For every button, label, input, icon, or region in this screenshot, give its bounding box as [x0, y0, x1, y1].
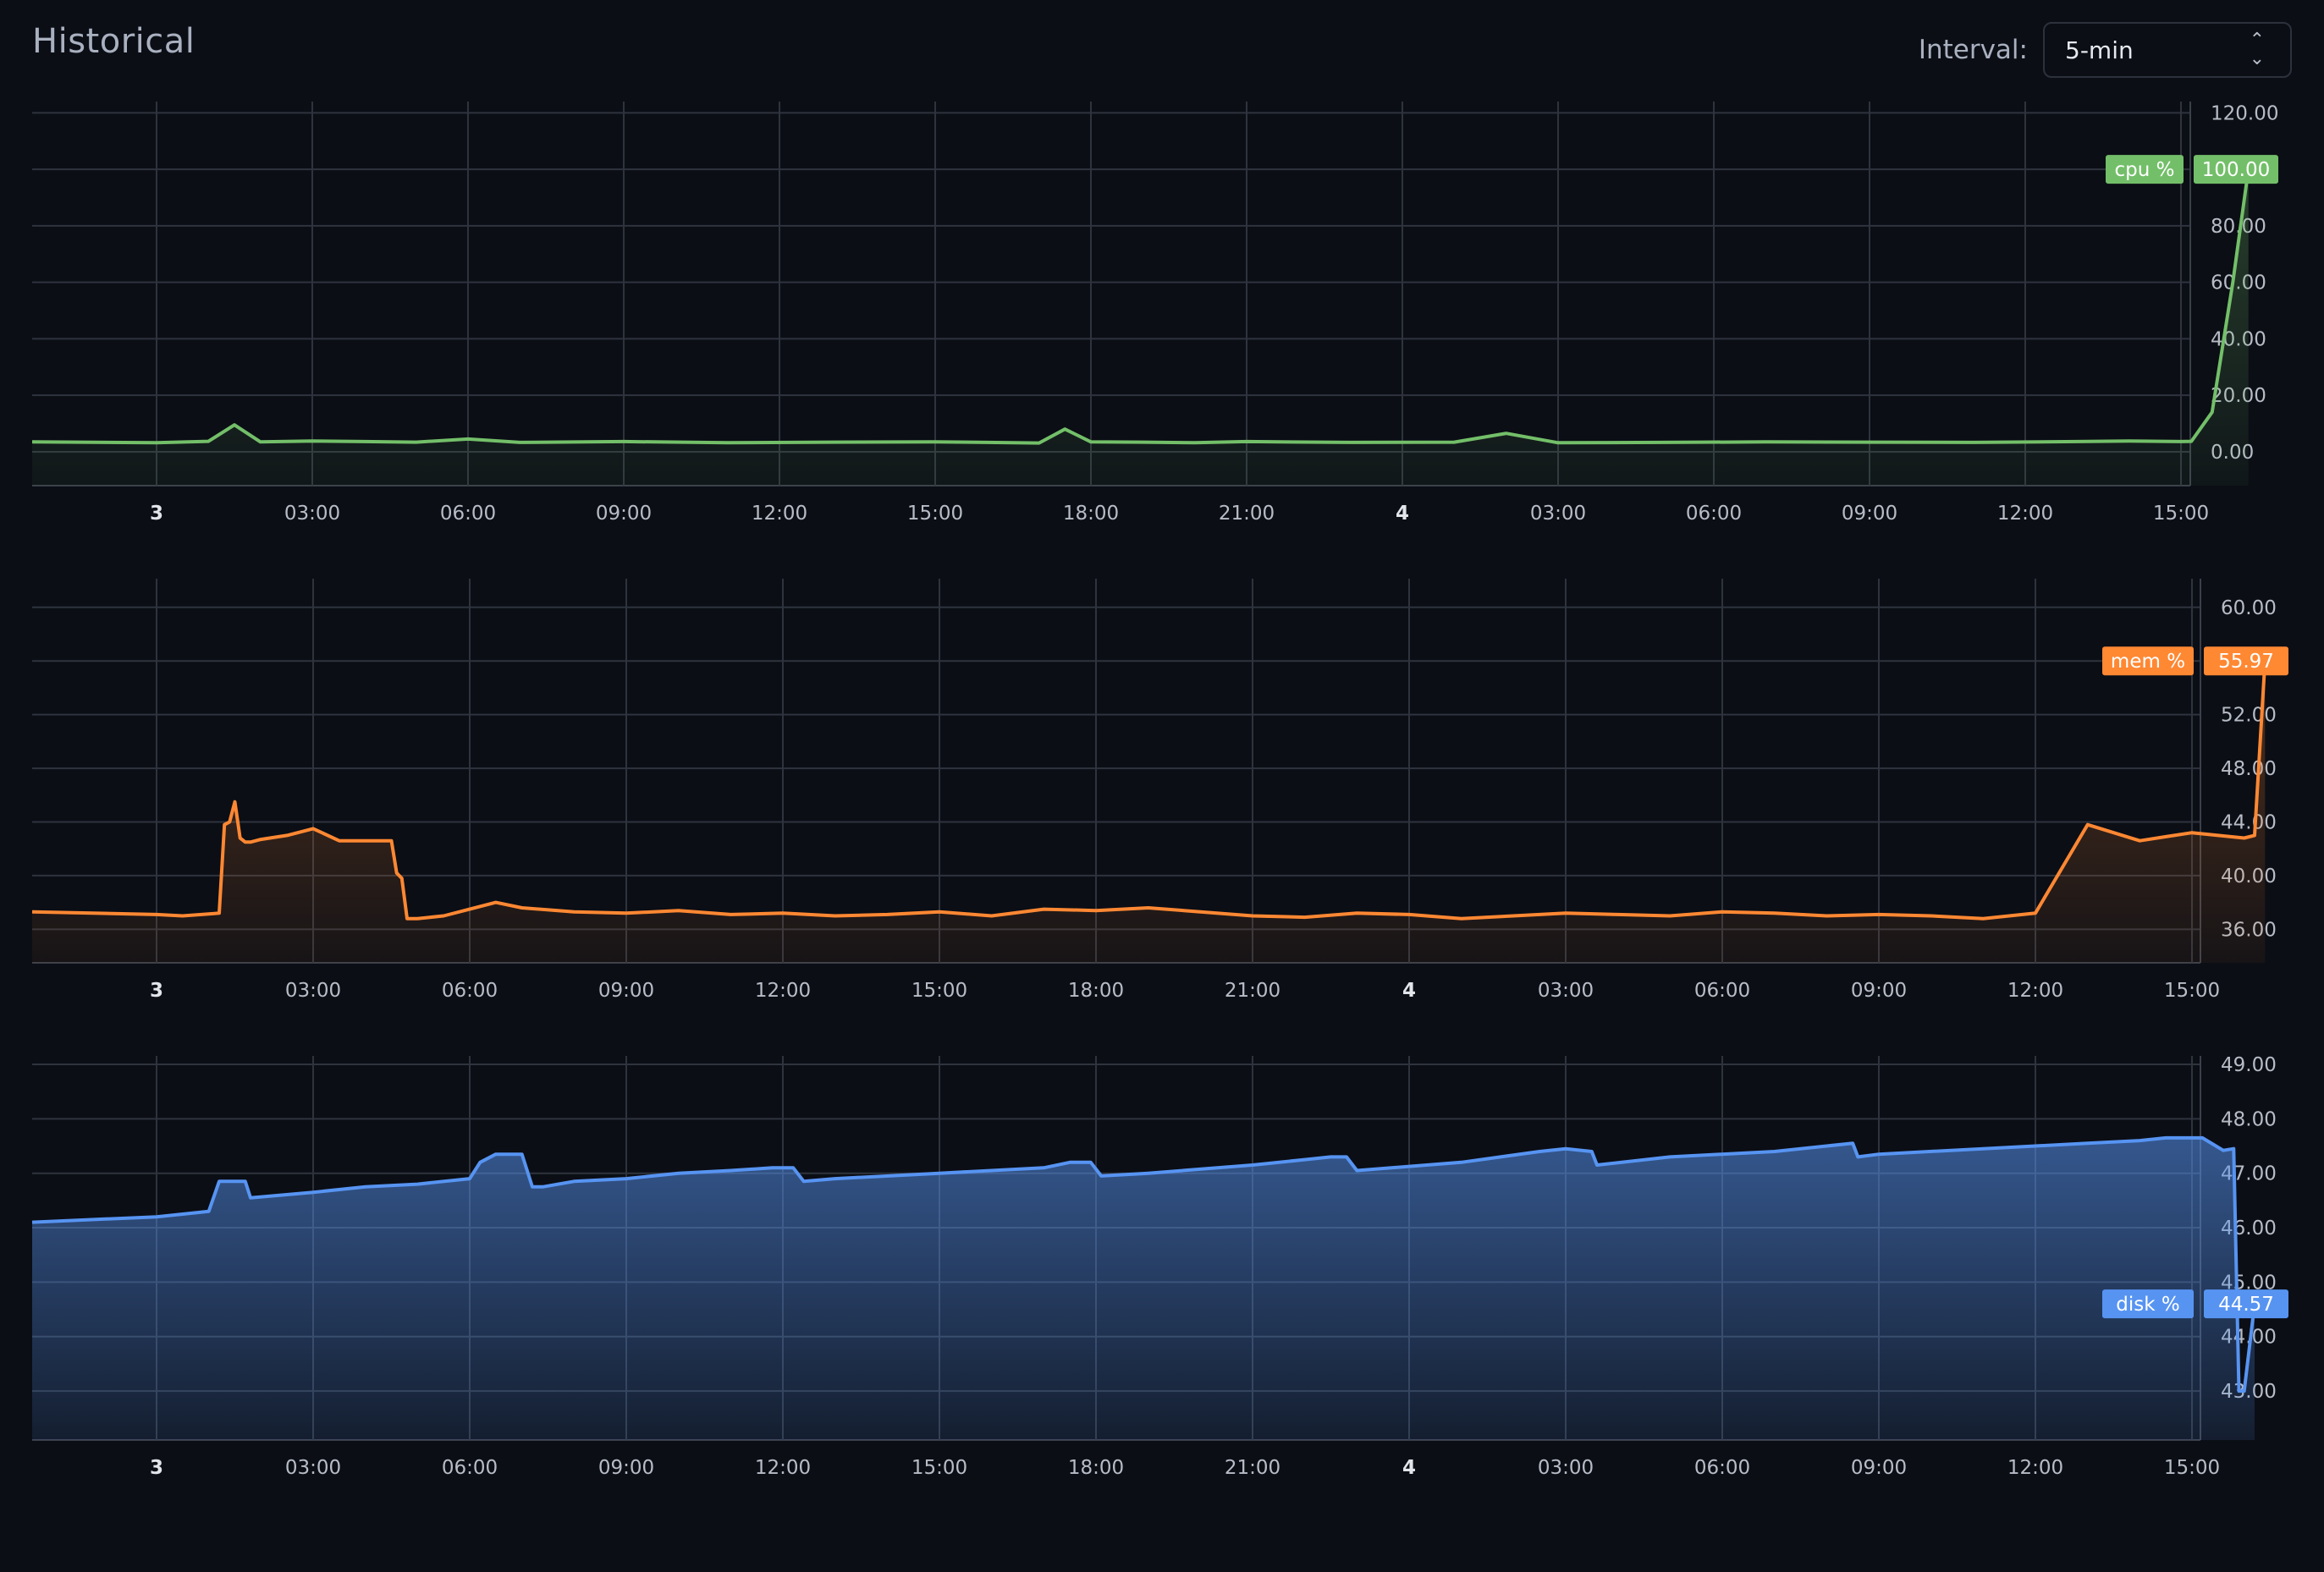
- x-tick-label: 15:00: [907, 503, 963, 525]
- x-tick-label: 15:00: [2164, 980, 2220, 1002]
- y-tick-label: 49.00: [2221, 1054, 2277, 1076]
- disk-value-badge: [2204, 1289, 2288, 1319]
- x-tick-label: 15:00: [911, 1457, 967, 1479]
- x-tick-label: 21:00: [1219, 503, 1275, 525]
- mem-current-value: 55.97: [2218, 651, 2274, 673]
- disk-legend-badge: [2102, 1289, 2194, 1319]
- x-tick-label: 09:00: [598, 1457, 654, 1479]
- x-tick-label: 12:00: [2007, 1457, 2063, 1479]
- x-tick-label: 3: [150, 980, 163, 1002]
- x-tick-label: 21:00: [1225, 1457, 1280, 1479]
- interval-value: 5-min: [2065, 36, 2134, 64]
- x-tick-label: 03:00: [285, 1457, 341, 1479]
- x-tick-label: 15:00: [911, 980, 967, 1002]
- y-tick-label: 52.00: [2221, 705, 2277, 727]
- x-tick-label: 3: [150, 1457, 163, 1479]
- x-tick-label: 09:00: [1842, 503, 1897, 525]
- x-tick-label: 21:00: [1225, 980, 1280, 1002]
- x-tick-label: 09:00: [1851, 1457, 1907, 1479]
- cpu-series-line: [31, 168, 2250, 445]
- cpu-value-badge: [2194, 155, 2278, 184]
- x-tick-label: 12:00: [755, 980, 811, 1002]
- x-tick-label: 18:00: [1068, 980, 1124, 1002]
- disk-legend-label: disk %: [2116, 1294, 2179, 1316]
- y-tick-label: 48.00: [2221, 758, 2277, 780]
- x-tick-label: 09:00: [598, 980, 654, 1002]
- y-tick-label: 120.00: [2211, 102, 2278, 124]
- cpu-current-value: 100.00: [2202, 159, 2270, 181]
- x-tick-label: 03:00: [1538, 1457, 1594, 1479]
- cpu-chart: 0.0020.0040.0060.0080.00100.00120.00303:…: [31, 102, 2278, 525]
- x-tick-label: 15:00: [2164, 1457, 2220, 1479]
- x-tick-label: 06:00: [442, 980, 498, 1002]
- x-tick-label: 12:00: [1997, 503, 2053, 525]
- x-tick-label: 4: [1402, 980, 1416, 1002]
- x-tick-label: 03:00: [1538, 980, 1594, 1002]
- x-tick-label: 12:00: [755, 1457, 811, 1479]
- interval-control: Interval: 5-min ⌃ ⌄: [1919, 22, 2292, 78]
- x-tick-label: 03:00: [285, 980, 341, 1002]
- cpu-legend-badge: [2106, 155, 2184, 184]
- disk-series-line: [31, 1135, 2256, 1393]
- x-tick-label: 18:00: [1063, 503, 1119, 525]
- disk-current-value: 44.57: [2218, 1294, 2274, 1316]
- y-tick-label: 60.00: [2221, 597, 2277, 619]
- x-tick-label: 15:00: [2153, 503, 2209, 525]
- x-tick-label: 03:00: [284, 503, 340, 525]
- x-tick-label: 03:00: [1530, 503, 1586, 525]
- x-tick-label: 4: [1402, 1457, 1416, 1479]
- x-tick-label: 18:00: [1068, 1457, 1124, 1479]
- x-tick-label: 06:00: [1686, 503, 1742, 525]
- x-tick-label: 06:00: [1694, 1457, 1750, 1479]
- cpu-legend-label: cpu %: [2115, 159, 2175, 181]
- y-tick-label: 48.00: [2221, 1108, 2277, 1130]
- disk-series-area: [32, 1137, 2255, 1440]
- y-tick-label: 44.00: [2221, 812, 2277, 834]
- disk-chart: 43.0044.0045.0046.0047.0048.0049.00303:0…: [31, 1054, 2288, 1479]
- page-title: Historical: [32, 22, 196, 61]
- x-tick-label: 09:00: [1851, 980, 1907, 1002]
- x-tick-label: 06:00: [440, 503, 496, 525]
- x-tick-label: 06:00: [1694, 980, 1750, 1002]
- mem-value-badge: [2204, 646, 2288, 676]
- interval-label: Interval:: [1918, 35, 2028, 65]
- mem-legend-badge: [2102, 646, 2194, 676]
- x-tick-label: 09:00: [596, 503, 652, 525]
- mem-chart: 36.0040.0044.0048.0052.0056.0060.00303:0…: [31, 579, 2288, 1002]
- mem-series-line: [31, 661, 2267, 921]
- x-tick-label: 12:00: [752, 503, 807, 525]
- x-tick-label: 12:00: [2007, 980, 2063, 1002]
- mem-legend-label: mem %: [2111, 651, 2185, 673]
- interval-select[interactable]: 5-min ⌃ ⌄: [2043, 22, 2292, 78]
- mem-series-area: [32, 661, 2266, 963]
- x-tick-label: 06:00: [442, 1457, 498, 1479]
- cpu-series-area: [32, 169, 2249, 486]
- x-tick-label: 3: [150, 503, 163, 525]
- chevron-up-down-icon: ⌃ ⌄: [2249, 30, 2265, 69]
- x-tick-label: 4: [1396, 503, 1409, 525]
